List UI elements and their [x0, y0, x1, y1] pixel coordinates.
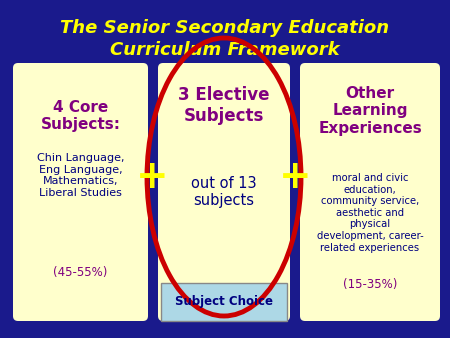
FancyBboxPatch shape [161, 283, 287, 321]
Text: Subject Choice: Subject Choice [175, 295, 273, 309]
Text: out of 13
subjects: out of 13 subjects [191, 176, 257, 209]
FancyBboxPatch shape [13, 63, 148, 321]
Text: (45-55%): (45-55%) [53, 266, 108, 279]
Text: 4 Core
Subjects:: 4 Core Subjects: [40, 100, 121, 132]
Text: (15-35%): (15-35%) [343, 278, 397, 291]
Text: 3 Elective
Subjects: 3 Elective Subjects [178, 86, 270, 125]
Text: Other
Learning
Experiences: Other Learning Experiences [318, 86, 422, 136]
Text: Chin Language,
Eng Language,
Mathematics,
Liberal Studies: Chin Language, Eng Language, Mathematics… [37, 153, 124, 198]
FancyBboxPatch shape [300, 63, 440, 321]
Text: The Senior Secondary Education: The Senior Secondary Education [60, 19, 390, 37]
Text: Curriculum Framework: Curriculum Framework [110, 41, 340, 59]
FancyBboxPatch shape [158, 63, 290, 321]
Text: +: + [279, 158, 311, 196]
Text: +: + [136, 158, 168, 196]
Text: moral and civic
education,
community service,
aesthetic and
physical
development: moral and civic education, community ser… [317, 173, 423, 252]
